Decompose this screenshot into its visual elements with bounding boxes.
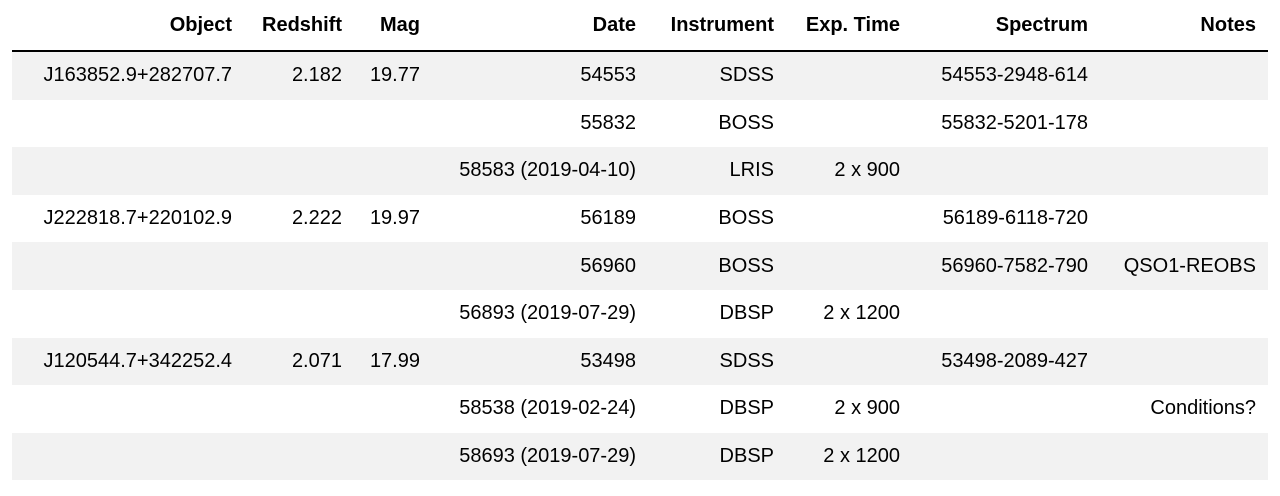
- cell-spectrum: 53498-2089-427: [912, 337, 1100, 386]
- header-instrument: Instrument: [648, 0, 786, 52]
- cell-exp-time: [786, 51, 912, 100]
- cell-object: [12, 99, 244, 148]
- cell-object: J163852.9+282707.7: [12, 51, 244, 100]
- table-row: 56893 (2019-07-29) DBSP 2 x 1200: [12, 289, 1268, 338]
- header-notes: Notes: [1100, 0, 1268, 52]
- cell-mag: 19.77: [354, 51, 432, 100]
- cell-redshift: [244, 99, 354, 148]
- cell-instrument: LRIS: [648, 147, 786, 195]
- cell-date: 54553: [432, 51, 648, 100]
- cell-notes: [1100, 337, 1268, 386]
- cell-object: [12, 432, 244, 481]
- cell-mag: 17.99: [354, 337, 432, 386]
- cell-notes: [1100, 289, 1268, 338]
- cell-redshift: [244, 147, 354, 195]
- cell-redshift: [244, 289, 354, 338]
- table-row: 58538 (2019-02-24) DBSP 2 x 900 Conditio…: [12, 385, 1268, 433]
- cell-object: J222818.7+220102.9: [12, 194, 244, 243]
- cell-spectrum: 56189-6118-720: [912, 194, 1100, 243]
- header-spectrum: Spectrum: [912, 0, 1100, 52]
- cell-instrument: DBSP: [648, 432, 786, 481]
- cell-instrument: SDSS: [648, 51, 786, 100]
- cell-notes: QSO1-REOBS: [1100, 242, 1268, 290]
- cell-spectrum: [912, 385, 1100, 433]
- table-header: Object Redshift Mag Date Instrument Exp.…: [12, 0, 1268, 52]
- cell-mag: [354, 385, 432, 433]
- header-object: Object: [12, 0, 244, 52]
- cell-exp-time: [786, 99, 912, 148]
- cell-notes: [1100, 147, 1268, 195]
- header-mag: Mag: [354, 0, 432, 52]
- cell-spectrum: [912, 147, 1100, 195]
- cell-mag: [354, 99, 432, 148]
- table-row: 56960 BOSS 56960-7582-790 QSO1-REOBS: [12, 242, 1268, 290]
- cell-redshift: 2.071: [244, 337, 354, 386]
- cell-instrument: SDSS: [648, 337, 786, 386]
- cell-exp-time: 2 x 1200: [786, 289, 912, 338]
- cell-exp-time: 2 x 900: [786, 147, 912, 195]
- cell-redshift: 2.182: [244, 51, 354, 100]
- cell-date: 58693 (2019-07-29): [432, 432, 648, 481]
- cell-exp-time: [786, 242, 912, 290]
- cell-date: 56893 (2019-07-29): [432, 289, 648, 338]
- cell-instrument: BOSS: [648, 242, 786, 290]
- cell-redshift: [244, 432, 354, 481]
- cell-spectrum: 56960-7582-790: [912, 242, 1100, 290]
- cell-object: J120544.7+342252.4: [12, 337, 244, 386]
- cell-instrument: BOSS: [648, 99, 786, 148]
- cell-instrument: DBSP: [648, 289, 786, 338]
- cell-object: [12, 289, 244, 338]
- observation-table: Object Redshift Mag Date Instrument Exp.…: [12, 0, 1268, 481]
- cell-spectrum: [912, 432, 1100, 481]
- cell-notes: [1100, 99, 1268, 148]
- cell-date: 55832: [432, 99, 648, 148]
- cell-date: 56189: [432, 194, 648, 243]
- cell-mag: [354, 289, 432, 338]
- cell-spectrum: 55832-5201-178: [912, 99, 1100, 148]
- cell-notes: [1100, 51, 1268, 100]
- table-row: J222818.7+220102.9 2.222 19.97 56189 BOS…: [12, 194, 1268, 243]
- cell-instrument: BOSS: [648, 194, 786, 243]
- cell-mag: [354, 147, 432, 195]
- cell-notes: Conditions?: [1100, 385, 1268, 433]
- cell-exp-time: 2 x 1200: [786, 432, 912, 481]
- cell-exp-time: 2 x 900: [786, 385, 912, 433]
- cell-exp-time: [786, 337, 912, 386]
- header-redshift: Redshift: [244, 0, 354, 52]
- cell-date: 53498: [432, 337, 648, 386]
- observation-table-container: Object Redshift Mag Date Instrument Exp.…: [12, 0, 1268, 481]
- cell-mag: 19.97: [354, 194, 432, 243]
- table-row: J163852.9+282707.7 2.182 19.77 54553 SDS…: [12, 51, 1268, 100]
- cell-exp-time: [786, 194, 912, 243]
- cell-mag: [354, 242, 432, 290]
- cell-object: [12, 242, 244, 290]
- cell-date: 58583 (2019-04-10): [432, 147, 648, 195]
- cell-date: 58538 (2019-02-24): [432, 385, 648, 433]
- cell-redshift: 2.222: [244, 194, 354, 243]
- table-body: J163852.9+282707.7 2.182 19.77 54553 SDS…: [12, 51, 1268, 481]
- header-date: Date: [432, 0, 648, 52]
- cell-notes: [1100, 432, 1268, 481]
- cell-spectrum: [912, 289, 1100, 338]
- cell-redshift: [244, 242, 354, 290]
- table-row: 55832 BOSS 55832-5201-178: [12, 99, 1268, 148]
- table-row: 58583 (2019-04-10) LRIS 2 x 900: [12, 147, 1268, 195]
- header-row: Object Redshift Mag Date Instrument Exp.…: [12, 0, 1268, 52]
- cell-date: 56960: [432, 242, 648, 290]
- cell-mag: [354, 432, 432, 481]
- table-row: J120544.7+342252.4 2.071 17.99 53498 SDS…: [12, 337, 1268, 386]
- cell-instrument: DBSP: [648, 385, 786, 433]
- cell-object: [12, 385, 244, 433]
- cell-spectrum: 54553-2948-614: [912, 51, 1100, 100]
- table-row: 58693 (2019-07-29) DBSP 2 x 1200: [12, 432, 1268, 481]
- cell-notes: [1100, 194, 1268, 243]
- cell-redshift: [244, 385, 354, 433]
- cell-object: [12, 147, 244, 195]
- header-exp-time: Exp. Time: [786, 0, 912, 52]
